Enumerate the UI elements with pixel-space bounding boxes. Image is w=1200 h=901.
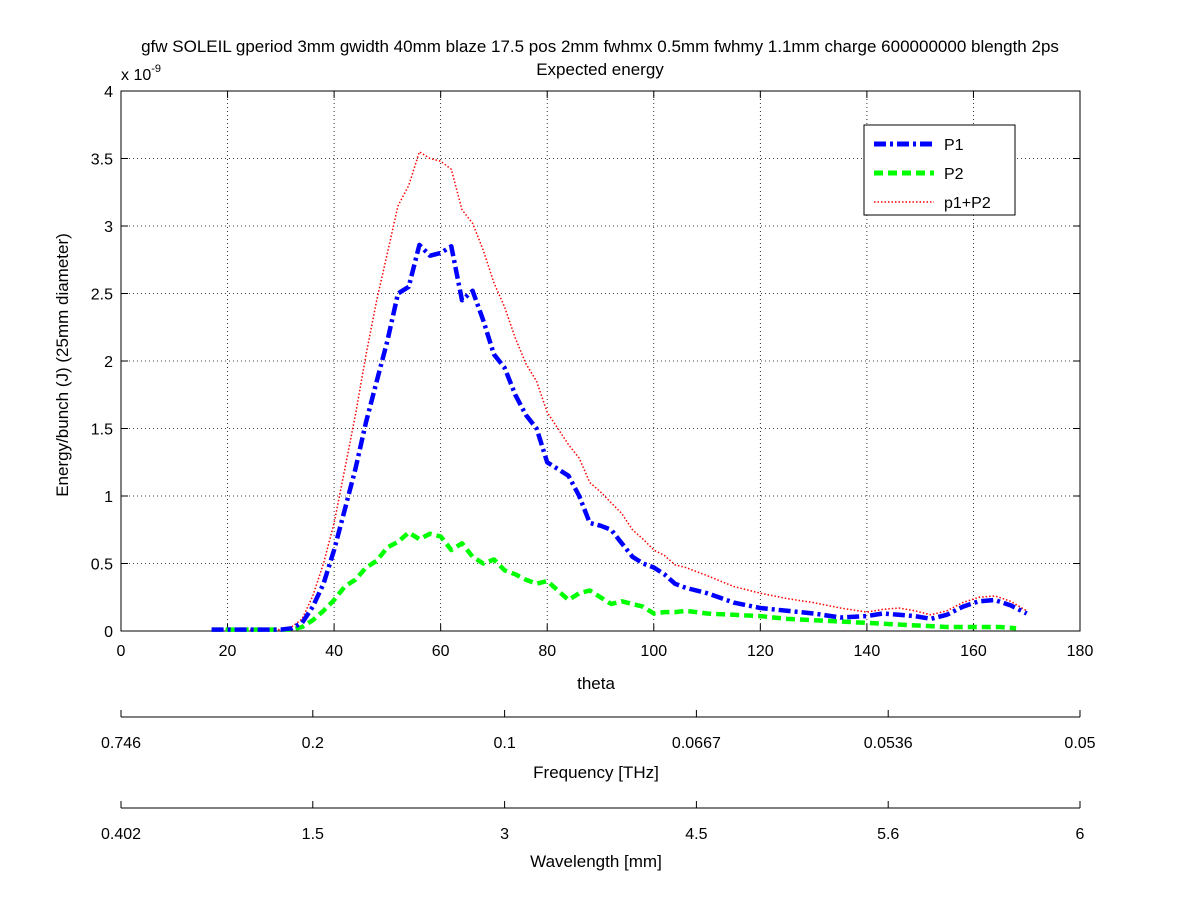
y-exponent-power: -9 [151, 63, 161, 75]
wavelength-tick-label: 3 [500, 826, 509, 843]
y-tick-label: 0.5 [91, 557, 113, 574]
x-tick-label: 60 [432, 643, 450, 660]
wavelength-axis-ticks: 0.402 1.5 3 4.5 5.6 6 [101, 801, 1085, 843]
legend-box [863, 124, 1016, 216]
wavelength-tick-label: 5.6 [877, 826, 899, 843]
frequency-axis: 0.746 0.2 0.1 0.0667 0.0536 0.05 Frequency [T… [101, 710, 1096, 782]
x-tick-label: 0 [117, 643, 126, 660]
series-line-p1p2 [211, 151, 1028, 631]
wavelength-tick-label: 0.402 [101, 826, 141, 843]
wavelength-tick-label: 4.5 [685, 826, 707, 843]
y-exponent-base: x 10 [121, 67, 151, 84]
legend: P1 P2 p1+P2 [863, 124, 1016, 216]
chart-title: gfw SOLEIL gperiod 3mm gwidth 40mm blaze… [141, 37, 1059, 56]
y-tick-label: 3.5 [91, 152, 113, 169]
frequency-tick-label: 0.2 [302, 735, 324, 752]
x-tick-label: 140 [854, 643, 881, 660]
wavelength-axis-label: Wavelength [mm] [530, 852, 662, 871]
x-tick-label: 160 [960, 643, 987, 660]
frequency-tick-label: 0.746 [101, 735, 141, 752]
axis-ticks: 0 20 40 60 80 100 120 140 160 180 0 0.5 1 1.5 2 2.5 3 3.5… [91, 84, 1094, 660]
y-exponent-label: x 10-9 [121, 63, 161, 84]
frequency-axis-ticks: 0.746 0.2 0.1 0.0667 0.0536 0.05 [101, 710, 1096, 752]
legend-label-p2: P2 [944, 166, 964, 183]
chart-subtitle: Expected energy [536, 60, 664, 79]
x-tick-label: 20 [219, 643, 237, 660]
x-axis-label: theta [577, 674, 615, 693]
frequency-tick-label: 0.0536 [864, 735, 913, 752]
frequency-tick-label: 0.05 [1064, 735, 1095, 752]
y-axis-label: Energy/bunch (J) (25mm diameter) [53, 233, 72, 497]
series-line-p2 [211, 530, 1017, 632]
x-tick-label: 100 [640, 643, 667, 660]
x-tick-label: 80 [538, 643, 556, 660]
y-tick-label: 1.5 [91, 422, 113, 439]
legend-label-p1: P1 [944, 137, 964, 154]
y-tick-label: 2 [104, 354, 113, 371]
wavelength-tick-label: 1.5 [302, 826, 324, 843]
frequency-tick-label: 0.1 [493, 735, 515, 752]
wavelength-tick-label: 6 [1076, 826, 1085, 843]
y-tick-label: 1 [104, 489, 113, 506]
x-tick-label: 120 [747, 643, 774, 660]
wavelength-axis: 0.402 1.5 3 4.5 5.6 6 Wavelength [mm] [101, 801, 1085, 871]
y-tick-label: 2.5 [91, 287, 113, 304]
y-tick-label: 4 [104, 84, 113, 101]
legend-label-p1p2: p1+P2 [944, 195, 991, 212]
series-layer [211, 151, 1028, 632]
series-line-p1 [211, 242, 1028, 632]
y-tick-label: 0 [104, 624, 113, 641]
x-tick-label: 40 [325, 643, 343, 660]
x-tick-label: 180 [1067, 643, 1094, 660]
y-tick-label: 3 [104, 219, 113, 236]
frequency-tick-label: 0.0667 [672, 735, 721, 752]
frequency-axis-label: Frequency [THz] [533, 763, 659, 782]
